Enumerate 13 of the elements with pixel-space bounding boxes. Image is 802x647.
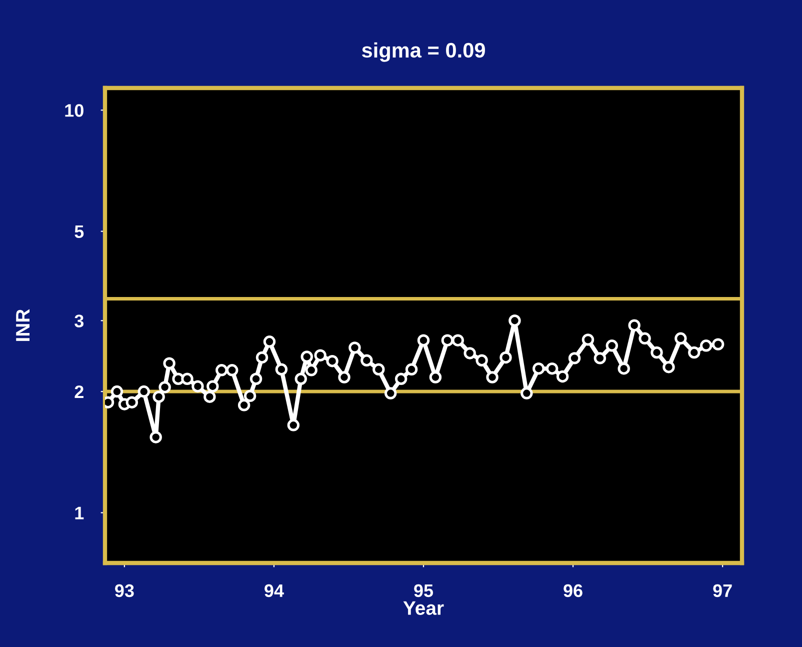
y-tick-label: 10 (65, 104, 84, 117)
y-tick-label: 5 (74, 225, 84, 238)
x-tick-label: 93 (115, 584, 134, 598)
y-tick-label: 2 (74, 385, 84, 398)
x-tick-label: 97 (713, 584, 732, 598)
x-tick-label: 94 (264, 584, 284, 598)
x-tick-label: 96 (564, 584, 582, 598)
y-tick-label: 3 (74, 314, 84, 328)
y-tick-label: 1 (75, 506, 84, 520)
x-tick-label: 95 (414, 584, 434, 598)
y-axis-title: INR (16, 309, 30, 341)
x-axis-title: Year (403, 601, 444, 615)
chart-title: sigma = 0.09 (362, 42, 485, 62)
